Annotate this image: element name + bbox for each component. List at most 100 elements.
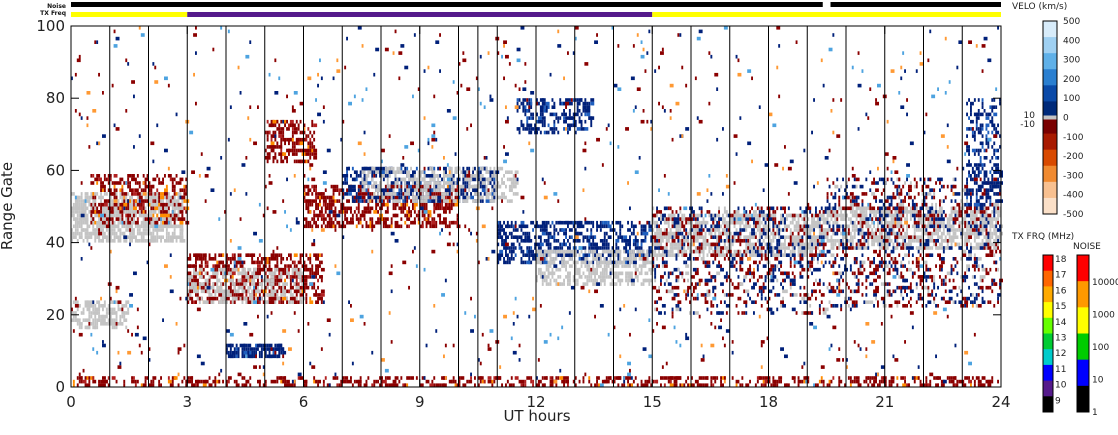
scatter-cell	[156, 174, 159, 178]
scatter-cell	[100, 206, 102, 211]
scatter-cell	[712, 376, 717, 380]
scatter-cell	[813, 213, 815, 218]
scatter-cell	[549, 383, 554, 387]
scatter-cell	[237, 296, 240, 301]
scatter-cell	[115, 188, 118, 192]
scatter-cell	[412, 184, 414, 189]
scatter-cell	[803, 253, 806, 257]
scatter-cell	[778, 379, 781, 384]
scatter-cell	[227, 354, 232, 359]
scatter-cell	[315, 300, 319, 304]
scatter-cell	[413, 217, 416, 221]
scatter-cell	[100, 199, 102, 203]
scatter-cell	[382, 195, 385, 200]
scatter-cell	[749, 235, 753, 239]
scatter-cell	[103, 231, 106, 236]
scatter-cell	[179, 192, 182, 196]
scatter-cell	[454, 181, 457, 185]
scatter-cell	[973, 383, 976, 387]
scatter-cell	[386, 199, 389, 203]
scatter-cell	[129, 235, 133, 239]
scatter-cell	[274, 137, 277, 142]
scatter-cell	[592, 267, 595, 272]
scatter-cell	[671, 376, 674, 380]
scatter-cell	[305, 159, 308, 164]
scatter-cell	[464, 192, 469, 196]
scatter-cell	[506, 170, 511, 174]
scatter-cell	[582, 101, 587, 106]
scatter-cell	[793, 228, 796, 232]
scatter-cell	[276, 267, 279, 272]
scatter-cell	[605, 271, 608, 276]
scatter-cell	[526, 235, 531, 239]
scatter-cell	[284, 285, 286, 290]
scatter-cell	[330, 217, 333, 221]
scatter-cell	[212, 264, 215, 268]
scatter-cell	[503, 192, 505, 196]
scatter-cell	[537, 249, 542, 254]
scatter-cell	[764, 242, 767, 247]
scatter-cell	[90, 231, 93, 236]
scatter-cell	[785, 246, 790, 250]
scatter-cell	[144, 224, 147, 229]
scatter-cell	[518, 242, 521, 247]
scatter-cell	[82, 307, 85, 312]
scatter-cell	[813, 235, 815, 239]
scatter-cell	[888, 383, 891, 387]
scatter-cell	[270, 137, 273, 142]
scatter-cell	[578, 220, 583, 225]
scatter-cell	[557, 119, 560, 124]
scatter-cell	[160, 383, 162, 387]
scatter-cell	[71, 228, 73, 232]
scatter-cell	[578, 267, 581, 272]
scatter-cell	[444, 174, 449, 178]
scatter-cell	[977, 383, 980, 387]
scatter-cell	[125, 304, 128, 308]
scatter-cell	[311, 152, 314, 156]
scatter-cell	[127, 184, 130, 189]
scatter-cell	[865, 379, 868, 384]
scatter-cell	[76, 239, 79, 243]
scatter-cell	[629, 242, 631, 247]
scatter-cell	[245, 343, 248, 348]
scatter-cell	[512, 228, 515, 232]
scatter-cell	[379, 383, 381, 387]
scatter-cell	[574, 282, 577, 286]
scatter-cell	[638, 249, 641, 254]
scatter-cell	[782, 242, 784, 247]
scatter-cell	[468, 177, 473, 182]
scatter-cell	[268, 257, 271, 261]
scatter-cell	[138, 224, 141, 229]
scatter-cell	[398, 184, 401, 189]
scatter-cell	[309, 141, 312, 146]
scatter-cell	[134, 202, 139, 207]
scatter-cell	[235, 278, 238, 283]
scatter-cell	[644, 224, 647, 229]
scatter-cell	[809, 231, 812, 236]
scatter-cell	[743, 253, 748, 257]
scatter-cell	[439, 188, 441, 192]
scatter-cell	[253, 350, 255, 355]
scatter-cell	[671, 231, 676, 236]
scatter-cell	[231, 300, 236, 304]
scatter-cell	[307, 220, 310, 225]
scatter-cell	[460, 184, 465, 189]
scatter-cell	[611, 249, 614, 254]
scatter-cell	[458, 376, 461, 380]
scatter-cell	[76, 231, 79, 236]
scatter-cell	[555, 246, 558, 250]
scatter-cell	[282, 257, 285, 261]
scatter-cell	[636, 253, 639, 257]
scatter-cell	[603, 231, 606, 236]
scatter-cell	[185, 188, 188, 192]
scatter-cell	[319, 199, 321, 203]
scatter-cell	[584, 127, 589, 131]
scatter-cell	[134, 224, 137, 229]
scatter-cell	[152, 206, 155, 211]
scatter-cell	[896, 383, 899, 387]
scatter-cell	[394, 206, 397, 211]
scatter-cell	[274, 130, 277, 135]
scatter-cell	[342, 206, 347, 211]
scatter-cell	[142, 188, 145, 192]
scatter-cell	[580, 249, 583, 254]
